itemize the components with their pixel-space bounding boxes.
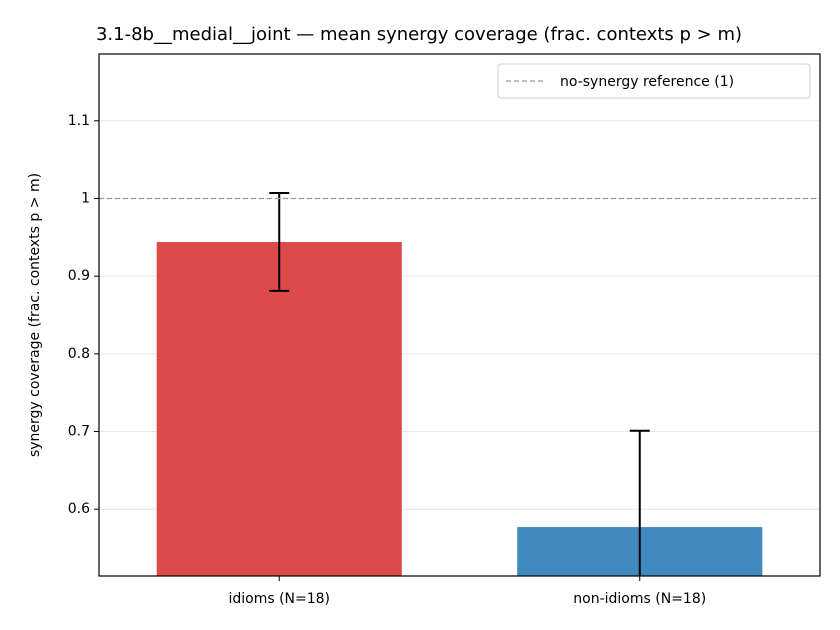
plot-frame — [98, 53, 821, 577]
error-bar — [269, 192, 290, 292]
legend-label: no-synergy reference (1) — [560, 74, 734, 90]
y-tick-label: 0.7 — [68, 424, 90, 440]
y-axis-label: synergy coverage (frac. contexts p > m) — [27, 173, 43, 457]
legend-frame — [497, 63, 811, 99]
chart-title: 3.1-8b__medial__joint — mean synergy cov… — [96, 24, 742, 45]
x-tick-label: non-idioms (N=18) — [573, 591, 706, 607]
x-tick-label: idioms (N=18) — [228, 591, 330, 607]
y-tick-label: 0.9 — [68, 268, 90, 284]
error-bar — [629, 429, 650, 576]
bar — [156, 241, 402, 576]
y-tick-label: 1 — [81, 190, 90, 206]
y-tick-label: 0.6 — [68, 501, 90, 517]
plot-area — [99, 120, 820, 576]
overlay: 0.6 0.7 0.8 0.9 1 1.1 idioms (N=18) non-idioms … — [68, 53, 821, 607]
y-tick-label: 1.1 — [68, 113, 90, 129]
legend: no-synergy reference (1) — [497, 63, 811, 99]
y-tick-label: 0.8 — [68, 346, 90, 362]
